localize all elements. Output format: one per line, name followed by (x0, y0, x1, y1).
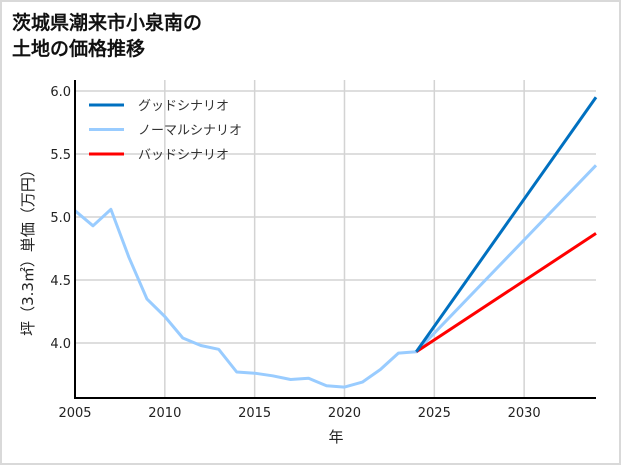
y-tick-label: 4.0 (50, 337, 71, 352)
series-line-1 (74, 164, 598, 389)
legend-label: バッドシナリオ (138, 148, 229, 163)
x-tick-label: 2005 (58, 406, 91, 421)
title-line-1: 茨城県潮来市小泉南の (12, 12, 203, 34)
x-tick-label: 2025 (418, 406, 451, 421)
x-axis-label: 年 (328, 428, 343, 446)
axes (74, 80, 596, 399)
y-tick-label: 5.0 (50, 211, 71, 226)
y-tick-label: 4.5 (50, 274, 71, 289)
data-series (74, 96, 598, 389)
x-tick-label: 2020 (328, 406, 361, 421)
chart-title: 茨城県潮来市小泉南の 土地の価格推移 (12, 10, 202, 62)
y-tick-label: 5.5 (50, 148, 71, 163)
legend-label: ノーマルシナリオ (138, 124, 242, 139)
y-tick-label: 6.0 (50, 85, 71, 100)
x-tick-label: 2015 (238, 406, 271, 421)
title-line-2: 土地の価格推移 (12, 38, 146, 60)
legend-label: グッドシナリオ (138, 99, 229, 114)
series-line-0 (415, 96, 598, 353)
grid-lines (75, 80, 596, 398)
series-line-2 (415, 232, 597, 354)
x-tick-label: 2030 (508, 406, 541, 421)
y-axis-label: 坪（3.3㎡）単価（万円） (19, 162, 37, 336)
x-tick-label: 2010 (148, 406, 181, 421)
tick-labels: 2005 2010 2015 2020 2025 2030 4.0 4.5 5.0 5.5 6.0 (50, 85, 540, 421)
